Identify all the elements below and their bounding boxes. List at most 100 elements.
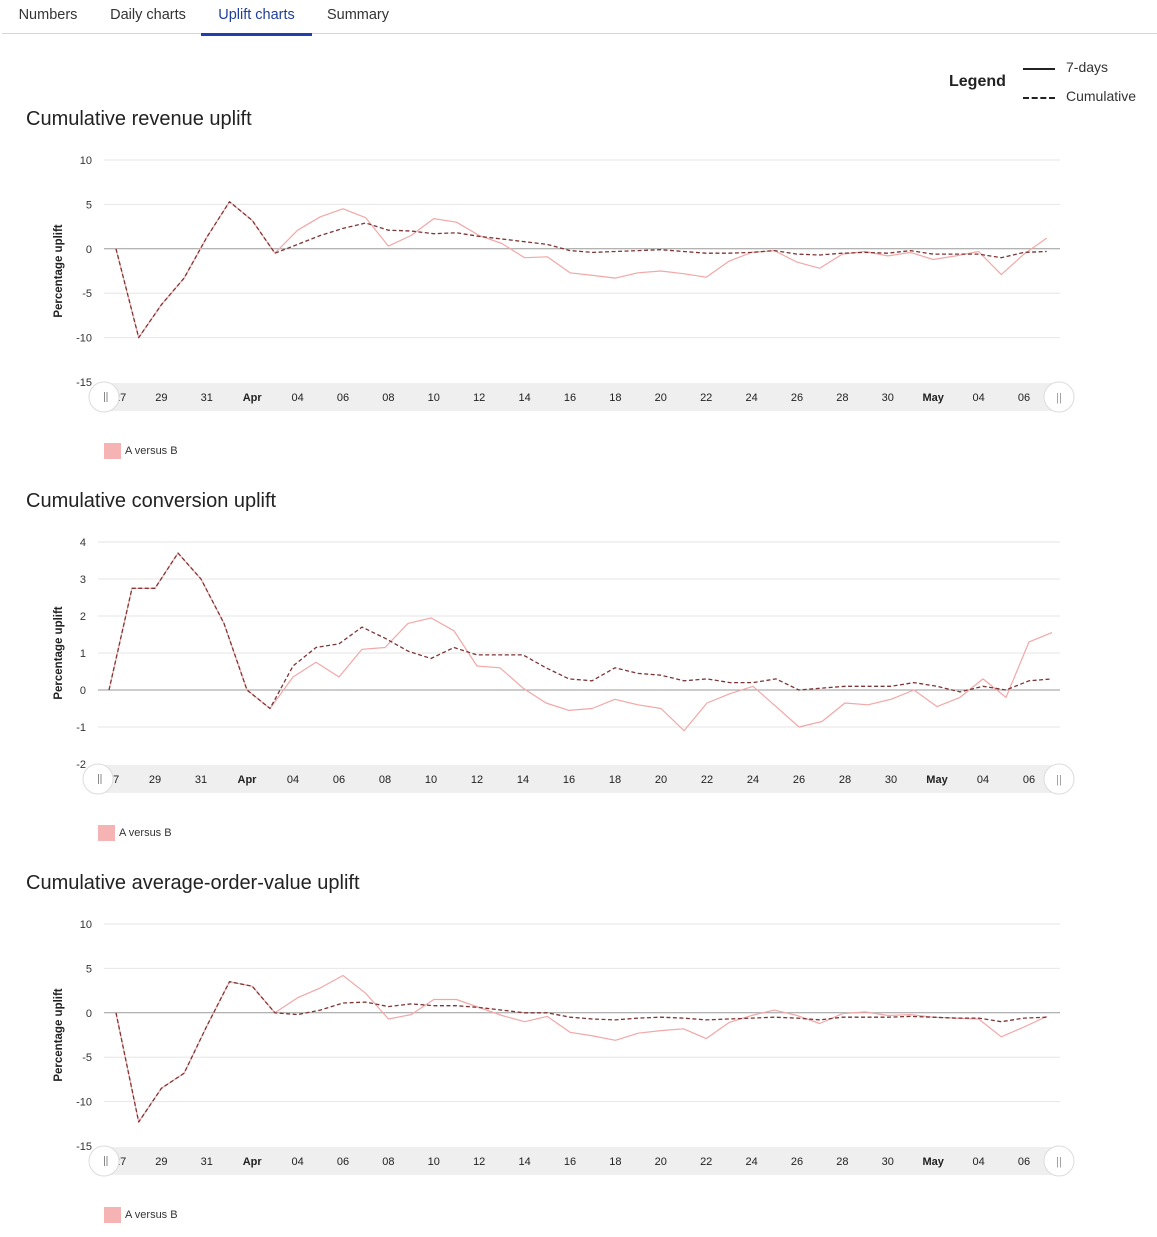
series-legend-label: A versus B	[125, 1209, 178, 1221]
x-tick-label: 24	[745, 1156, 757, 1168]
x-tick-label: 06	[337, 1156, 349, 1168]
x-tick-label: 28	[836, 392, 848, 404]
tab-summary[interactable]: Summary	[326, 7, 390, 23]
x-tick-label: 04	[977, 774, 989, 786]
x-tick-label: 06	[333, 774, 345, 786]
series-line-7-days	[108, 552, 1053, 732]
x-tick-label: 31	[201, 1156, 213, 1168]
x-tick-label: 08	[382, 1156, 394, 1168]
series-line-cumulative	[115, 981, 1047, 1123]
navigator-right-handle[interactable]: ||	[1043, 763, 1075, 795]
x-tick-label: 29	[149, 774, 161, 786]
x-tick-label: 20	[655, 1156, 667, 1168]
y-tick-label: -15	[76, 1141, 92, 1153]
x-tick-label: 20	[655, 392, 667, 404]
x-tick-label: 28	[836, 1156, 848, 1168]
legend-item-label: Cumulative	[1066, 88, 1137, 104]
navigator-right-handle[interactable]: ||	[1043, 381, 1075, 413]
x-tick-label: 14	[518, 392, 530, 404]
x-tick-label: 10	[428, 392, 440, 404]
legend-item-label: 7-days	[1066, 59, 1109, 75]
navigator-track	[98, 765, 1060, 793]
x-tick-label: 04	[291, 392, 303, 404]
x-tick-label: 06	[1023, 774, 1035, 786]
x-tick-label: 30	[885, 774, 897, 786]
x-tick-label: 28	[839, 774, 851, 786]
handle-grip: ||	[1056, 1156, 1062, 1168]
x-tick-label: 04	[287, 774, 299, 786]
y-tick-label: 0	[86, 1008, 92, 1020]
x-tick-label: 12	[473, 392, 485, 404]
x-tick-label: 06	[1018, 1156, 1030, 1168]
series-color-swatch	[98, 825, 115, 841]
x-tick-label: 14	[518, 1156, 530, 1168]
x-tick-label: 29	[155, 392, 167, 404]
handle-circle	[1043, 1145, 1075, 1177]
y-tick-label: 10	[80, 155, 92, 167]
x-tick-label: 10	[428, 1156, 440, 1168]
series-legend-label: A versus B	[125, 445, 178, 457]
x-tick-label: 26	[791, 1156, 803, 1168]
x-tick-label: 14	[517, 774, 529, 786]
x-tick-label: 30	[882, 392, 894, 404]
y-tick-label: -10	[76, 333, 92, 345]
x-tick-label: 26	[791, 392, 803, 404]
series-line-cumulative	[108, 552, 1053, 710]
handle-grip: ||	[1056, 774, 1062, 786]
x-tick-label: May	[922, 392, 944, 404]
series-line-cumulative	[115, 201, 1047, 339]
y-tick-label: 0	[80, 685, 86, 697]
y-tick-label: -15	[76, 377, 92, 389]
x-tick-label: 22	[700, 1156, 712, 1168]
y-tick-label: 2	[80, 611, 86, 623]
y-tick-label: -1	[76, 722, 86, 734]
x-tick-label: 26	[793, 774, 805, 786]
x-tick-label: 24	[745, 392, 757, 404]
x-tick-label: 18	[609, 1156, 621, 1168]
x-tick-label: 16	[564, 1156, 576, 1168]
handle-grip: ||	[1056, 392, 1062, 404]
x-tick-label: 04	[291, 1156, 303, 1168]
y-tick-label: -5	[82, 288, 92, 300]
navigator-right-handle[interactable]: ||	[1043, 1145, 1075, 1177]
y-tick-label: 1	[80, 648, 86, 660]
y-tick-label: -5	[82, 1052, 92, 1064]
tab-numbers[interactable]: Numbers	[18, 7, 78, 23]
chart-title-conversion: Cumulative conversion uplift	[26, 490, 277, 512]
x-tick-label: 12	[473, 1156, 485, 1168]
x-tick-label: 29	[155, 1156, 167, 1168]
series-color-swatch	[104, 443, 121, 459]
solid-line-swatch	[1023, 68, 1055, 70]
tab-daily-charts[interactable]: Daily charts	[110, 7, 186, 23]
y-axis-label: Percentage uplift	[53, 606, 65, 699]
x-tick-label: 06	[1018, 392, 1030, 404]
y-tick-label: 0	[86, 244, 92, 256]
x-tick-label: 20	[655, 774, 667, 786]
x-tick-label: 18	[609, 392, 621, 404]
series-line-7-days	[115, 201, 1048, 339]
tab-uplift-charts[interactable]: Uplift charts	[201, 0, 312, 36]
series-line-7-days	[115, 974, 1047, 1123]
x-tick-label: Apr	[238, 774, 258, 786]
x-tick-label: 08	[379, 774, 391, 786]
y-tick-label: -2	[76, 759, 86, 771]
x-tick-label: 22	[700, 392, 712, 404]
y-axis-label: Percentage uplift	[53, 224, 65, 317]
navigator-track	[104, 383, 1060, 411]
x-tick-label: 30	[882, 1156, 894, 1168]
x-tick-label: May	[922, 1156, 944, 1168]
chart-title-aov: Cumulative average-order-value uplift	[26, 872, 360, 894]
legend-title: Legend	[949, 73, 1006, 90]
x-tick-label: 16	[564, 392, 576, 404]
x-tick-label: 04	[972, 392, 984, 404]
handle-circle	[1043, 381, 1075, 413]
x-tick-label: Apr	[243, 1156, 263, 1168]
x-tick-label: 16	[563, 774, 575, 786]
y-tick-label: 10	[80, 919, 92, 931]
x-tick-label: 22	[701, 774, 713, 786]
chart-title-revenue: Cumulative revenue uplift	[26, 108, 252, 130]
y-tick-label: 5	[86, 199, 92, 211]
y-tick-label: -10	[76, 1097, 92, 1109]
